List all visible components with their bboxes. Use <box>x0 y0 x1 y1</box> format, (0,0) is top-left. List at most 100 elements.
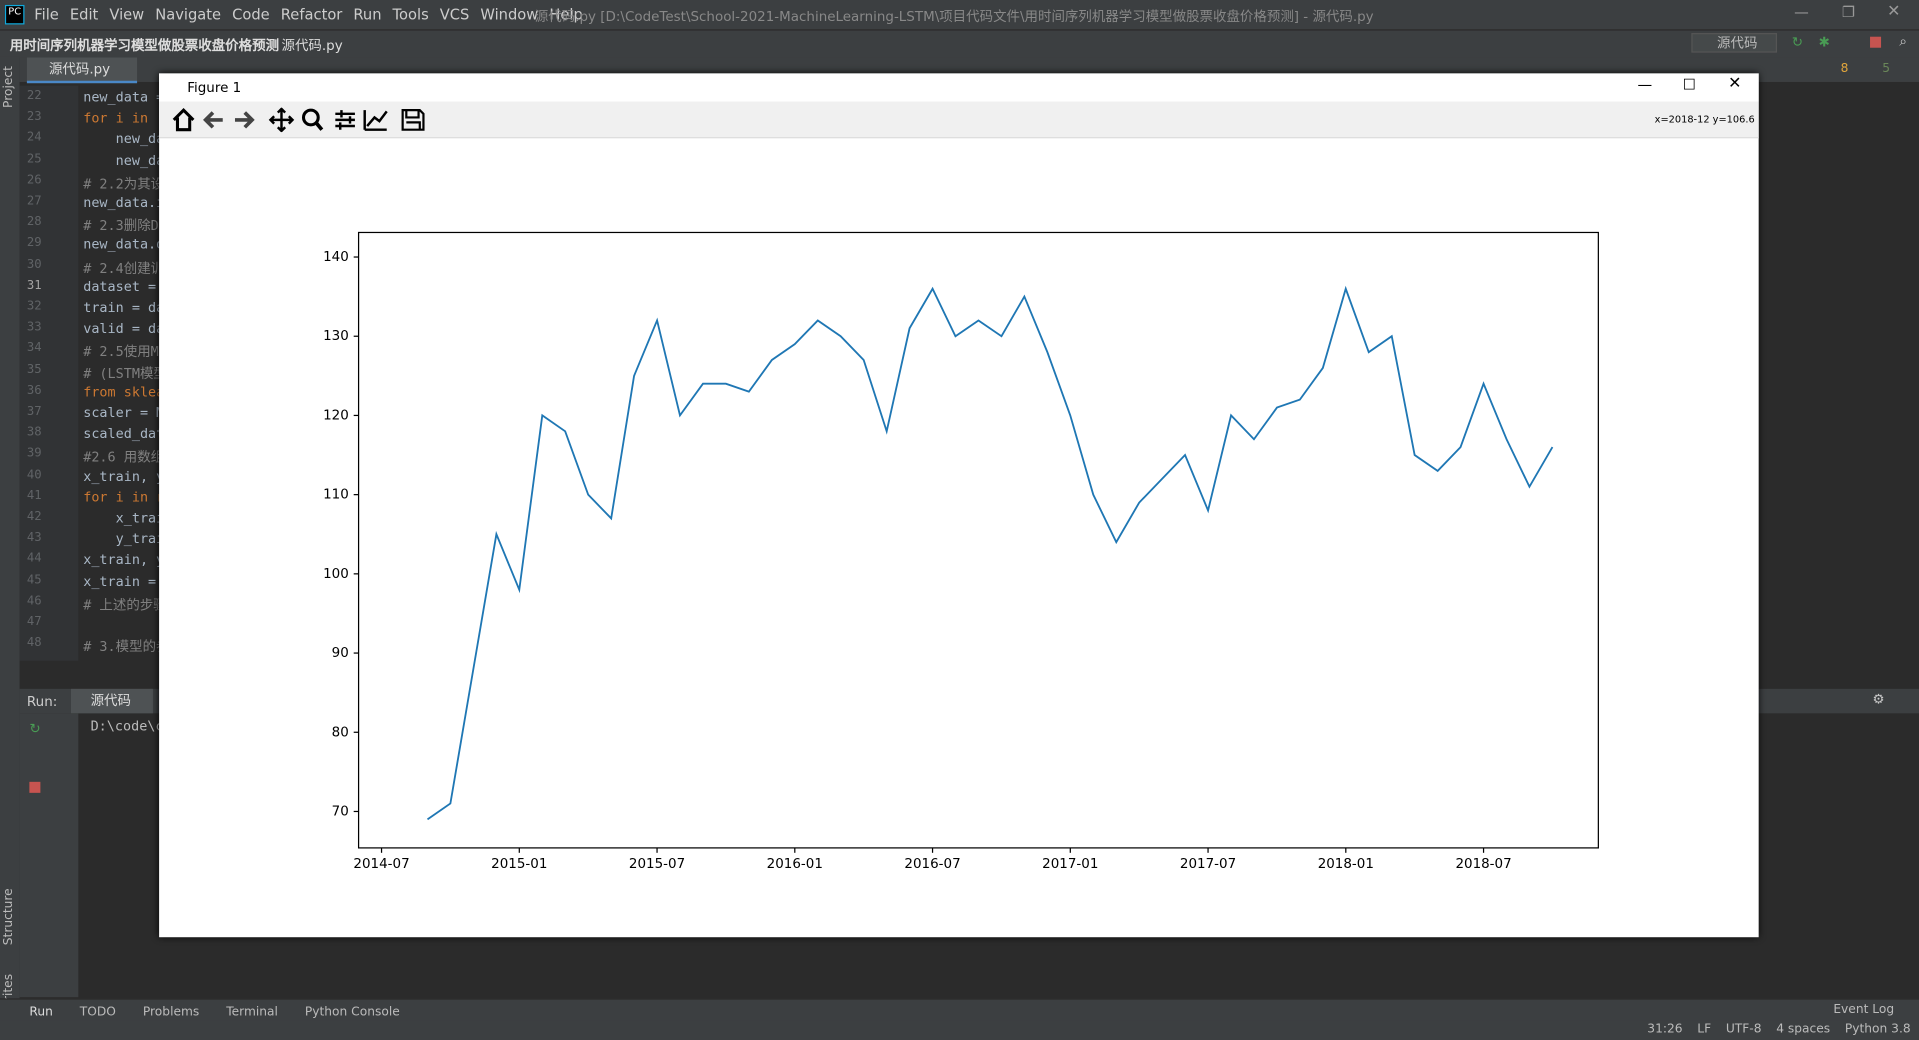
toolbar-icons <box>172 107 425 133</box>
restore[interactable]: ❐ <box>1841 3 1856 21</box>
status-item[interactable]: 4 spaces <box>1776 1022 1831 1037</box>
line-number: 45 <box>26 573 42 587</box>
maximize[interactable]: ☐ <box>1682 75 1696 93</box>
code-line: # (LSTM模型 <box>83 365 167 382</box>
code-line: x_train = <box>83 573 165 590</box>
code-line: new_da <box>83 152 165 169</box>
tool-tab[interactable]: Python Console <box>304 1005 400 1020</box>
menu-item[interactable]: View <box>109 6 145 24</box>
close[interactable]: ✕ <box>1728 74 1742 93</box>
minimize[interactable]: — <box>1637 75 1653 93</box>
menu-item[interactable]: Edit <box>69 6 99 24</box>
gutter <box>19 85 79 661</box>
stop[interactable] <box>29 781 41 793</box>
tool-tab[interactable]: Terminal <box>226 1005 278 1020</box>
x-tick-label: 2014-07 <box>353 857 409 872</box>
menu: File Edit View Navigate Code Refactor Run Tools… <box>34 6 594 23</box>
code-line: valid = da <box>83 320 165 337</box>
breadcrumb[interactable]: 用时间序列机器学习模型做股票收盘价格预测 <box>9 37 280 54</box>
rerun[interactable]: ↻ <box>29 720 41 737</box>
code-line: new_da <box>83 131 165 148</box>
search[interactable]: ⌕ <box>1899 33 1907 49</box>
menu-item[interactable]: VCS <box>439 6 470 24</box>
y-tick-label: 120 <box>323 408 349 423</box>
line-number: 33 <box>26 320 42 335</box>
line-number: 46 <box>26 594 42 608</box>
x-tick-label: 2016-07 <box>904 857 960 872</box>
menu-item[interactable]: Tools <box>392 6 429 24</box>
code-line: scaler = M <box>83 404 165 421</box>
run-tab[interactable]: 源代码 <box>70 688 153 714</box>
save-icon[interactable] <box>401 109 425 131</box>
back-icon[interactable] <box>203 111 223 129</box>
weak-warnings[interactable]: 5 <box>1882 62 1891 76</box>
settings[interactable]: ⚙ <box>1872 691 1885 708</box>
pan-icon[interactable] <box>268 107 295 133</box>
code-line: # 3.模型的参 <box>83 638 170 655</box>
home-icon[interactable] <box>172 107 195 132</box>
event-log[interactable]: Event Log <box>1833 1003 1895 1017</box>
line-number: 26 <box>26 173 42 187</box>
menu-item[interactable]: Navigate <box>155 6 222 24</box>
status-item[interactable]: LF <box>1697 1022 1712 1037</box>
tool-tabs: Run TODO Problems Terminal Python Console <box>29 1003 426 1019</box>
run-button[interactable]: ↻ <box>1791 34 1803 51</box>
code-line: for i in r <box>83 489 165 506</box>
line-number: 23 <box>26 110 42 124</box>
close[interactable]: ✕ <box>1887 2 1901 21</box>
price-line <box>426 285 1554 821</box>
x-tick-label: 2018-07 <box>1455 857 1511 872</box>
subplots-icon[interactable] <box>335 110 355 130</box>
figure-toolbar: x=2018-12 y=106.6 <box>159 101 1759 139</box>
line-number: 32 <box>26 299 42 314</box>
code-line: train = da <box>83 299 165 316</box>
stop-button[interactable] <box>1870 36 1882 48</box>
line-number: 38 <box>26 426 42 440</box>
menu-item[interactable]: Code <box>232 6 270 24</box>
code-line: x_trai <box>83 510 165 527</box>
y-tick-label: 70 <box>332 804 349 819</box>
line-number: 42 <box>26 510 42 524</box>
code-line: new_data.i <box>83 194 165 211</box>
line-number: 28 <box>26 215 42 230</box>
status-item[interactable]: Python 3.8 <box>1844 1022 1911 1037</box>
y-tick-label: 130 <box>323 329 349 344</box>
code-line: # 2.3删除Da <box>83 218 167 234</box>
editor-tab[interactable]: 源代码.py <box>26 57 138 84</box>
run-config[interactable]: 源代码 <box>1691 33 1778 53</box>
plot-frame <box>357 231 1599 849</box>
line-number: 29 <box>26 236 42 251</box>
code-line: # 2.4创建训 <box>83 260 165 277</box>
status-items: 31:26 LF UTF-8 4 spaces Python 3.8 <box>1647 1023 1919 1036</box>
edit-axis-icon[interactable] <box>363 110 388 131</box>
menu-item[interactable]: File <box>34 6 59 24</box>
code-line: # 2.2为其设 <box>83 175 165 192</box>
menu-item[interactable]: Help <box>549 6 583 24</box>
status-item[interactable]: UTF-8 <box>1725 1022 1762 1037</box>
warnings[interactable]: 8 <box>1840 62 1849 76</box>
minimize[interactable]: — <box>1794 3 1809 21</box>
y-tick-label: 140 <box>323 250 349 265</box>
code-line: # 2.5使用M <box>83 344 159 361</box>
y-tick-label: 90 <box>332 646 349 661</box>
forward-icon[interactable] <box>234 111 255 129</box>
tool-tab[interactable]: TODO <box>79 1005 116 1020</box>
line-number: 40 <box>26 468 42 482</box>
code-line: new_data = <box>83 89 165 106</box>
tool-tab[interactable]: Problems <box>142 1005 200 1020</box>
status-item[interactable]: 31:26 <box>1647 1022 1683 1037</box>
line-number: 47 <box>26 615 42 629</box>
line-number: 24 <box>26 131 42 145</box>
menu-item[interactable]: Refactor <box>280 6 343 24</box>
window-title: 源代码.py [D:\CodeTest\School-2021-MachineL… <box>534 8 1374 25</box>
breadcrumb[interactable]: 源代码.py <box>281 37 343 54</box>
side-tab[interactable]: Structure <box>2 888 16 946</box>
line-number: 34 <box>26 341 42 356</box>
zoom-icon[interactable] <box>301 108 320 127</box>
menu-item[interactable]: Window <box>480 6 539 24</box>
menu-item[interactable]: Run <box>353 6 382 24</box>
debug-button[interactable]: ✱ <box>1818 34 1830 51</box>
menu-bar: PC File Edit View Navigate Code Refactor Run To… <box>0 0 1919 30</box>
tool-tab[interactable]: Run <box>29 1005 53 1020</box>
